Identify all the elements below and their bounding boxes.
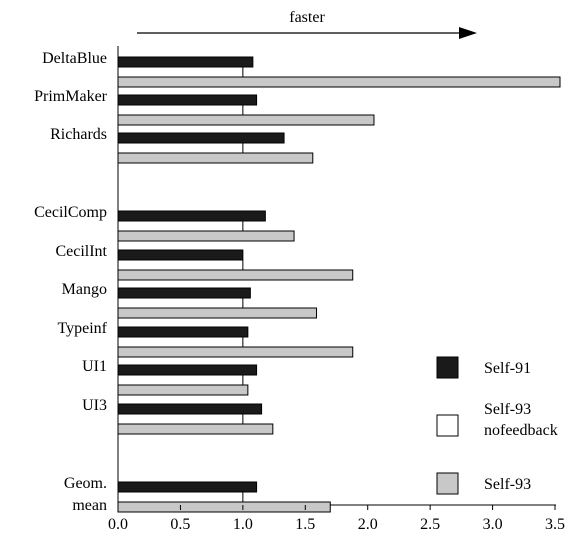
x-tick-label-7: 3.0 <box>483 516 503 533</box>
legend: Self-91 Self-93 nofeedback Self-93 <box>436 356 558 495</box>
faster-annotation: faster <box>137 9 477 39</box>
x-tick-label-4: 1.5 <box>295 516 315 533</box>
legend-label-self-93: Self-93 <box>484 476 531 493</box>
legend-swatch-self-91 <box>436 356 459 379</box>
x-tick-label-3: 1.0 <box>233 516 253 533</box>
legend-swatch-self-93-nofeedback <box>436 414 459 437</box>
x-tick-label-6: 2.5 <box>420 516 440 533</box>
bar-self-93-nofeedback-1 <box>117 66 244 78</box>
bar-self-91-10 <box>117 481 258 493</box>
faster-label: faster <box>289 9 325 26</box>
category-label-7: Typeinf <box>57 320 107 337</box>
bar-self-93-nofeedback-7 <box>117 336 244 348</box>
category-label-4: CecilComp <box>34 204 107 221</box>
bar-self-93-nofeedback-4 <box>117 220 244 232</box>
category-label-9: UI3 <box>82 397 107 414</box>
bar-self-93-nofeedback-2 <box>117 104 244 116</box>
category-label-2: PrimMaker <box>34 88 108 105</box>
bar-self-93-2 <box>117 114 375 126</box>
x-tick-label-2: 0.5 <box>170 516 190 533</box>
bar-self-93-4 <box>117 230 295 242</box>
category-label-3: Richards <box>50 126 107 143</box>
category-label-10: Geom. mean <box>64 475 107 514</box>
bar-self-93-9 <box>117 423 274 435</box>
faster-arrow-head <box>459 27 477 39</box>
bar-self-93-nofeedback-6 <box>117 297 244 309</box>
bar-self-91-2 <box>117 94 258 106</box>
bar-self-93-3 <box>117 152 314 164</box>
bar-self-93-7 <box>117 346 354 358</box>
x-tick-label-8: 3.5 <box>545 516 565 533</box>
bars <box>117 56 561 513</box>
bar-self-93-6 <box>117 307 318 319</box>
x-tick-label-1: 0.0 <box>108 516 128 533</box>
bar-self-93-nofeedback-8 <box>117 374 244 386</box>
category-label-6: Mango <box>62 281 107 298</box>
bar-self-91-5 <box>117 249 244 261</box>
bar-self-91-9 <box>117 403 263 415</box>
legend-swatch-self-93 <box>436 472 459 495</box>
bar-self-93-nofeedback-10 <box>117 491 244 503</box>
bar-self-91-7 <box>117 326 249 338</box>
category-label-1: DeltaBlue <box>42 50 107 67</box>
legend-label-self-93-nofeedback: Self-93 nofeedback <box>484 401 558 439</box>
bar-self-91-6 <box>117 287 251 299</box>
bar-self-93-nofeedback-3 <box>117 142 244 154</box>
category-labels: DeltaBlue PrimMaker Richards CecilComp Cecil… <box>34 50 108 514</box>
x-tick-label-5: 2.0 <box>358 516 378 533</box>
bar-self-91-1 <box>117 56 254 68</box>
bar-self-91-8 <box>117 364 258 376</box>
bar-self-93-10 <box>117 501 331 513</box>
bar-self-93-1 <box>117 76 561 88</box>
x-ticks: 0.0 0.5 1.0 1.5 2.0 2.5 3.0 3.5 <box>108 505 565 533</box>
bar-self-93-5 <box>117 269 354 281</box>
bar-self-91-4 <box>117 210 266 222</box>
category-label-8: UI1 <box>82 358 107 375</box>
bar-self-93-8 <box>117 384 249 396</box>
bar-self-93-nofeedback-9 <box>117 413 244 425</box>
category-label-5: CecilInt <box>55 243 107 260</box>
legend-label-self-91: Self-91 <box>484 360 531 377</box>
bar-self-91-3 <box>117 132 285 144</box>
bar-self-93-nofeedback-5 <box>117 259 244 271</box>
